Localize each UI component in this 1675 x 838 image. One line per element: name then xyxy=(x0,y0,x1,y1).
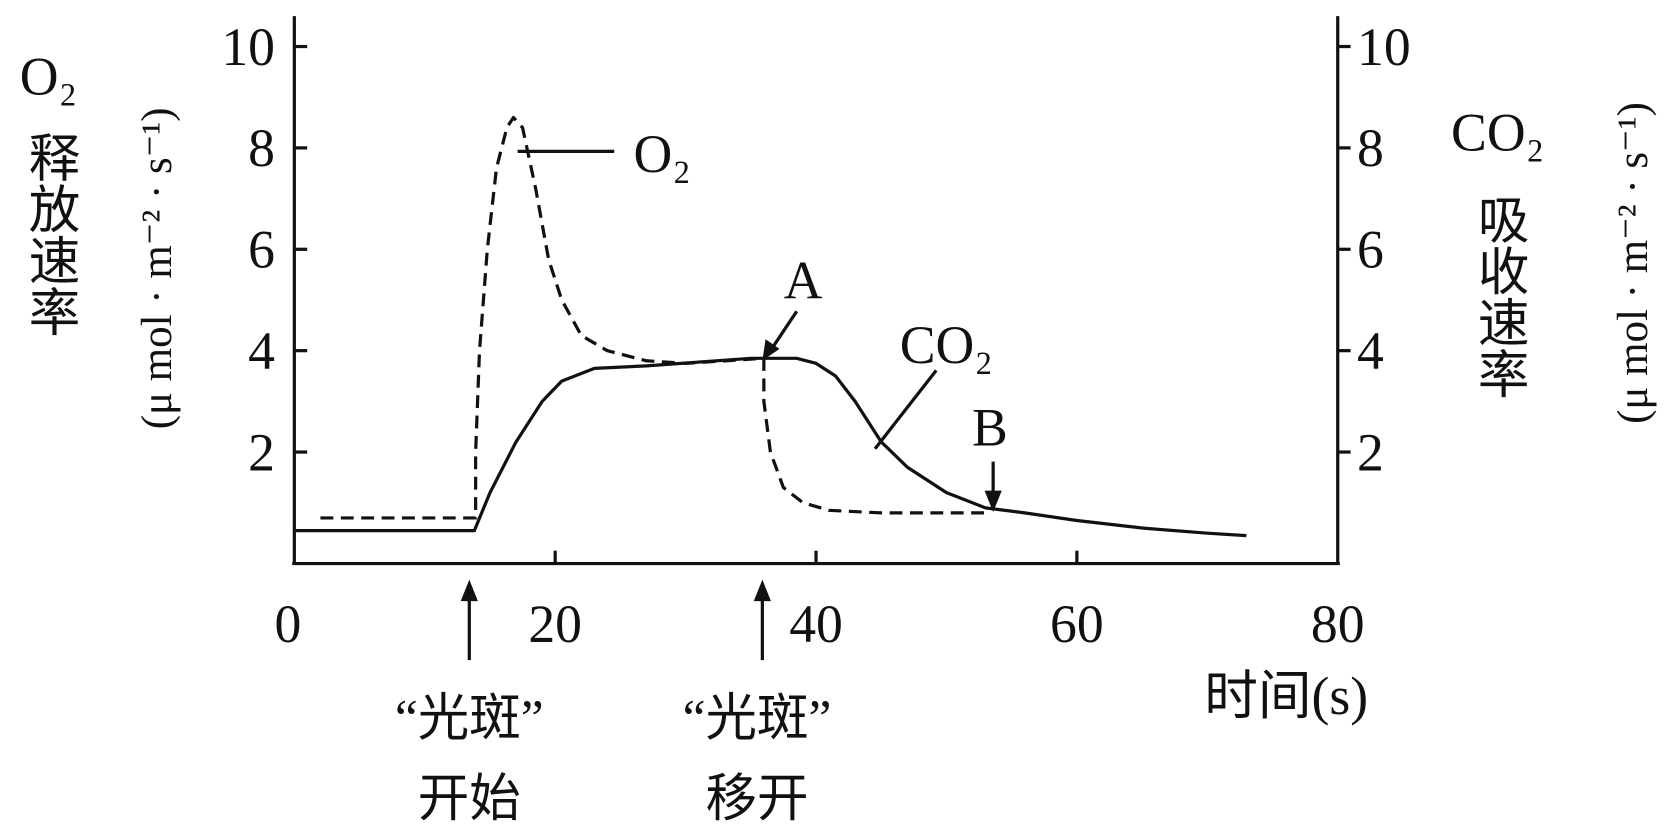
y-title-symbol: O₂ xyxy=(20,46,77,106)
y2-title-text: 吸收速率 xyxy=(1469,193,1527,399)
y-tick-label: 4 xyxy=(248,321,275,381)
y2-tick-label: 8 xyxy=(1357,118,1384,178)
x-tick-label: 0 xyxy=(274,594,301,654)
x-tick-label: 60 xyxy=(1050,594,1104,654)
annotation: A xyxy=(784,250,823,310)
y2-tick-label: 6 xyxy=(1357,220,1384,280)
y2-tick-label: 10 xyxy=(1357,17,1411,77)
annotation: 移开 xyxy=(705,771,808,828)
y2-title-symbol: CO₂ xyxy=(1451,102,1544,162)
x-tick-label: 20 xyxy=(528,594,582,654)
x-title: 时间(s) xyxy=(1204,666,1368,726)
y2-tick-label: 2 xyxy=(1357,422,1384,482)
annotation: B xyxy=(972,397,1008,457)
arrow-head xyxy=(984,490,1002,513)
annotation: “光斑” xyxy=(395,690,544,747)
leader-line xyxy=(873,369,938,450)
y2-tick-label: 4 xyxy=(1357,321,1384,381)
x-tick-label: 40 xyxy=(789,594,843,654)
y-title-unit: (μ mol · m⁻² · s⁻¹) xyxy=(134,107,181,429)
series-label: O₂ xyxy=(634,124,691,184)
annotation: “光斑” xyxy=(683,690,832,747)
series-label: CO₂ xyxy=(900,315,993,375)
y-tick-label: 10 xyxy=(221,17,275,77)
arrow-head xyxy=(460,579,478,602)
x-tick-label: 80 xyxy=(1311,594,1365,654)
y-tick-label: 2 xyxy=(248,422,275,482)
y2-title-unit: (μ mol · m⁻² · s⁻¹) xyxy=(1610,102,1657,424)
arrow-head xyxy=(753,579,771,602)
y-tick-label: 8 xyxy=(248,118,275,178)
annotation: 开始 xyxy=(418,771,521,828)
y-tick-label: 6 xyxy=(248,220,275,280)
arrow xyxy=(769,310,799,351)
series-line xyxy=(294,356,1247,538)
y-title-text: 释放速率 xyxy=(20,131,79,337)
arrow-head xyxy=(762,339,780,361)
